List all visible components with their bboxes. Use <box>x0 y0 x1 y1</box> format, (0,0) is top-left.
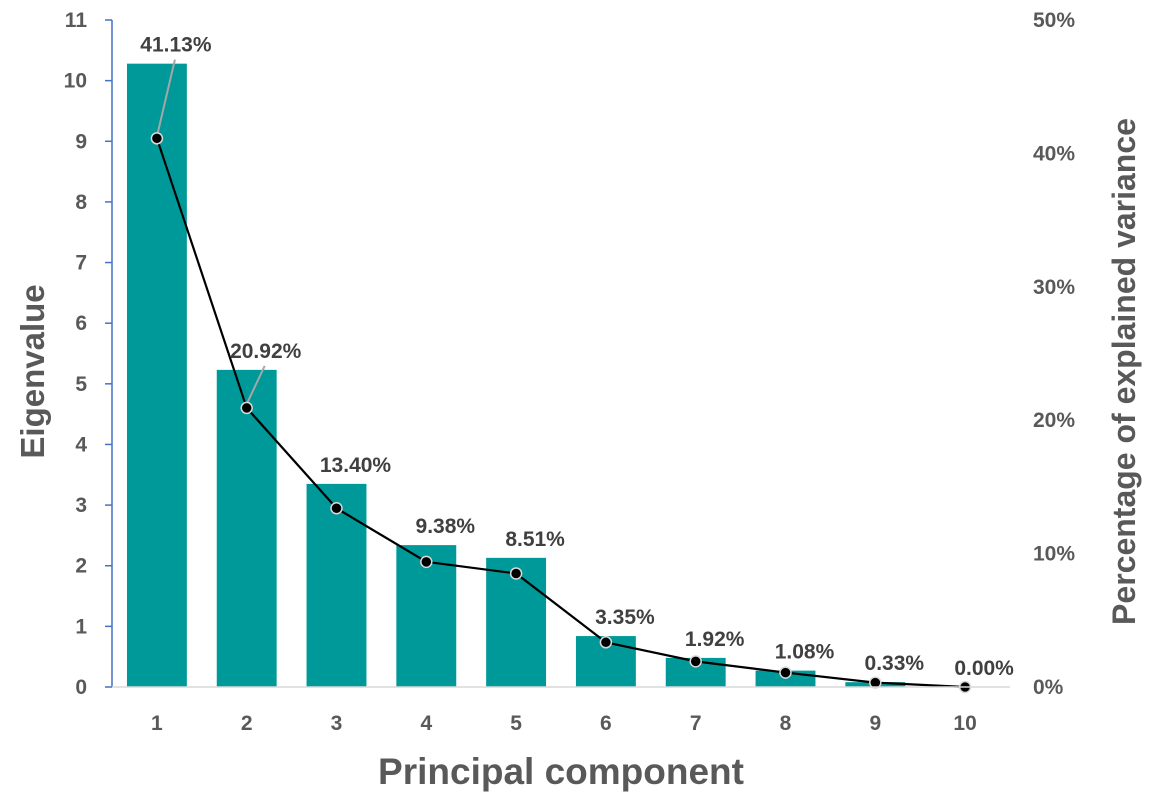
y2-tick-label: 0% <box>1033 676 1064 699</box>
x-tick-label: 2 <box>241 712 253 735</box>
line-point-9 <box>869 676 882 689</box>
line-point-8 <box>779 666 792 679</box>
line-point-1 <box>150 132 164 145</box>
data-label-8: 1.08% <box>775 641 835 664</box>
y-tick-label: 1 <box>75 615 87 638</box>
bar-4 <box>396 545 457 687</box>
y-tick-label: 6 <box>75 312 87 335</box>
line-point-5 <box>509 567 523 580</box>
data-label-9: 0.33% <box>865 652 925 675</box>
y-tick-label: 10 <box>64 70 87 93</box>
x-tick-label: 4 <box>420 712 432 735</box>
bar-3 <box>306 483 367 687</box>
x-axis-title: Principal component <box>378 751 744 792</box>
x-tick-label: 7 <box>690 712 702 735</box>
line-points-group <box>150 132 972 694</box>
explained-variance-line <box>155 137 966 689</box>
y-tick-label: 11 <box>65 9 88 32</box>
y-tick-label: 7 <box>75 252 87 275</box>
line-point-2 <box>240 401 253 415</box>
y2-tick-label: 50% <box>1033 9 1075 32</box>
x-ticks-group: 1 2 3 4 5 6 7 8 9 10 <box>151 712 977 735</box>
x-tick-label: 10 <box>953 712 976 735</box>
y-tick-label: 3 <box>75 494 87 517</box>
data-label-10: 0.00% <box>954 657 1014 680</box>
bars-group <box>126 63 906 687</box>
left-y-ticks-group: 0 1 2 3 4 5 6 7 8 9 10 11 <box>64 9 112 699</box>
bar-2 <box>216 369 277 687</box>
data-labels-group: 41.13% 20.92% 13.40% 9.38% 8.51% 3.35% 1.92% 1.… <box>140 34 1014 680</box>
data-label-1: 41.13% <box>140 34 212 57</box>
data-label-6: 3.35% <box>595 606 655 629</box>
y-tick-label: 0 <box>75 676 87 699</box>
y-tick-label: 5 <box>75 373 87 396</box>
leader-line-2 <box>246 365 266 403</box>
line-point-4 <box>420 555 433 569</box>
line-point-3 <box>330 501 343 515</box>
data-label-4: 9.38% <box>416 515 476 538</box>
y-tick-label: 8 <box>75 191 87 214</box>
x-tick-label: 9 <box>869 712 881 735</box>
y2-tick-label: 30% <box>1033 276 1075 299</box>
y-tick-label: 2 <box>75 555 87 578</box>
x-tick-label: 5 <box>510 712 522 735</box>
y2-tick-label: 20% <box>1033 409 1075 432</box>
leader-lines-group <box>156 59 266 403</box>
y2-axis-title: Percentage of explained variance <box>1106 118 1142 625</box>
line-point-7 <box>689 655 702 668</box>
bar-1 <box>126 63 187 687</box>
y-tick-label: 9 <box>75 130 87 153</box>
data-label-2: 20.92% <box>230 340 302 363</box>
y2-tick-label: 10% <box>1033 543 1075 566</box>
y2-tick-label: 40% <box>1033 142 1075 165</box>
x-tick-label: 1 <box>151 712 163 735</box>
data-label-3: 13.40% <box>320 454 392 477</box>
y-tick-label: 4 <box>75 433 87 456</box>
y-axis-title: Eigenvalue <box>14 284 51 458</box>
line-point-6 <box>599 636 613 649</box>
leader-line-1 <box>156 59 176 133</box>
x-tick-label: 6 <box>600 712 612 735</box>
data-label-5: 8.51% <box>505 528 565 551</box>
x-tick-label: 3 <box>331 712 343 735</box>
right-y-ticks-group: 0% 10% 20% 30% 40% 50% <box>1033 9 1075 699</box>
data-label-7: 1.92% <box>685 628 745 651</box>
x-tick-label: 8 <box>780 712 792 735</box>
